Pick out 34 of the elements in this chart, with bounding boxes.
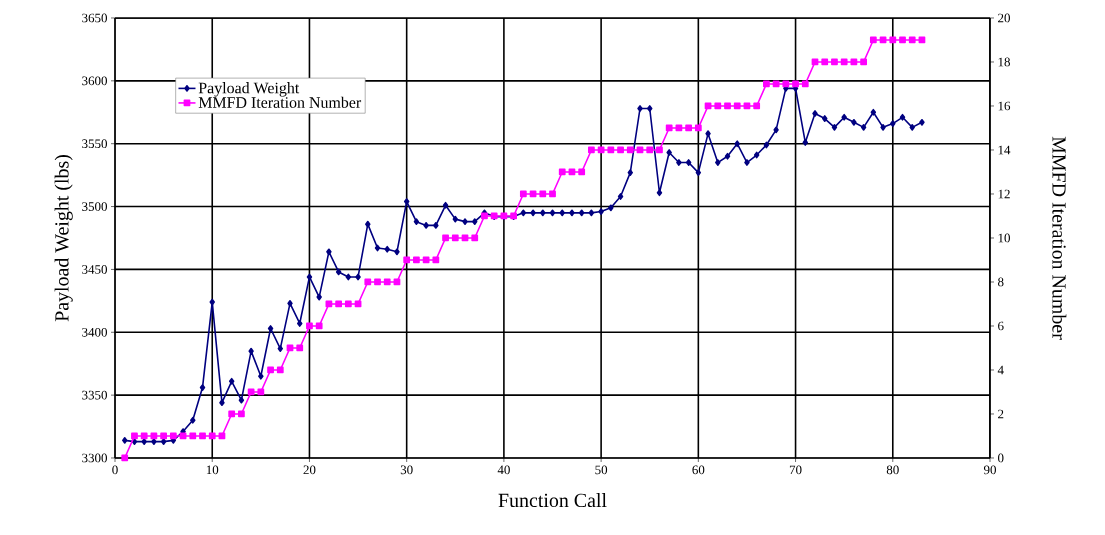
y2-tick-label: 20 <box>998 13 1010 23</box>
x-tick-label: 60 <box>692 465 705 475</box>
y-tick-label: 3550 <box>82 139 107 149</box>
y2-tick-label: 18 <box>998 57 1010 67</box>
x-tick-label: 20 <box>303 465 316 475</box>
y2-tick-label: 14 <box>998 145 1011 155</box>
y2-tick-label: 8 <box>998 277 1004 287</box>
x-tick-label: 50 <box>595 465 608 475</box>
x-tick-label: 40 <box>497 465 510 475</box>
legend-label: Payload Weight <box>198 82 300 97</box>
y2-axis-title: MMFD Iteration Number <box>1052 136 1067 340</box>
y-tick-label: 3650 <box>82 13 107 23</box>
y-tick-label: 3300 <box>82 453 107 463</box>
x-tick-label: 90 <box>983 465 996 475</box>
y2-tick-label: 0 <box>998 453 1004 463</box>
legend-label: MMFD Iteration Number <box>198 96 362 108</box>
y-tick-label: 3500 <box>82 202 107 211</box>
y2-tick-label: 4 <box>997 365 1004 375</box>
y2-tick-label: 2 <box>998 409 1004 419</box>
y2-tick-label: 6 <box>998 321 1004 331</box>
x-tick-label: 10 <box>206 465 219 475</box>
y-axis-title: Payload Weight (lbs) <box>54 154 73 322</box>
x-axis-title: Function Call <box>498 493 607 508</box>
x-tick-label: 80 <box>886 465 899 475</box>
x-tick-label: 30 <box>400 465 413 475</box>
y-tick-label: 3350 <box>82 390 107 400</box>
y2-tick-label: 16 <box>998 101 1011 111</box>
y-tick-label: 3400 <box>82 327 107 337</box>
y2-tick-label: 10 <box>998 233 1010 243</box>
y2-tick-label: 12 <box>998 189 1010 199</box>
x-tick-label: 70 <box>789 465 802 475</box>
y-tick-label: 3600 <box>82 76 107 86</box>
y-tick-label: 3450 <box>82 265 107 274</box>
x-tick-label: 0 <box>112 465 118 475</box>
